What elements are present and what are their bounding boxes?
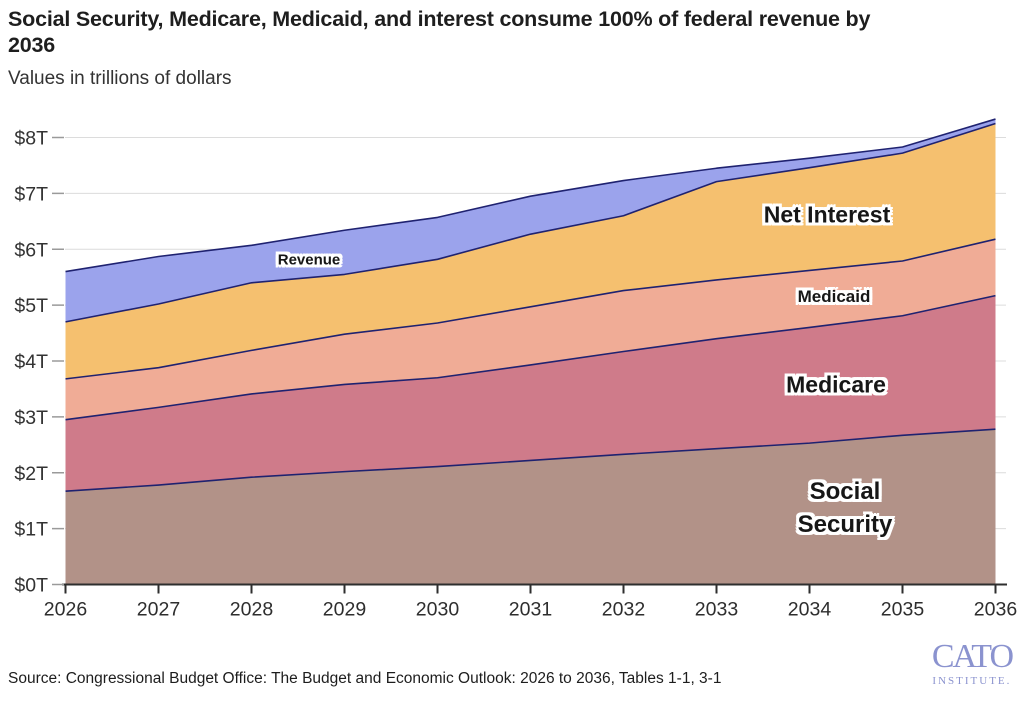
svg-text:$2T: $2T	[14, 463, 48, 485]
area-label-medicaid: Medicaid	[797, 287, 871, 306]
area-label-social-security: Social Security	[797, 478, 893, 538]
svg-text:2035: 2035	[881, 599, 925, 621]
svg-text:2031: 2031	[509, 599, 552, 621]
svg-text:2032: 2032	[602, 599, 645, 621]
svg-text:2030: 2030	[416, 599, 460, 621]
title-line-1: Social Security, Medicare, Medicaid, and…	[8, 7, 871, 31]
svg-text:2033: 2033	[695, 599, 738, 621]
svg-text:$0T: $0T	[14, 575, 48, 597]
svg-text:2034: 2034	[788, 599, 832, 621]
svg-text:$5T: $5T	[14, 295, 48, 317]
cato-institute-logo: CATO INSTITUTE.	[931, 638, 1014, 688]
svg-text:2036: 2036	[974, 599, 1017, 621]
logo-subtext: INSTITUTE.	[932, 675, 1012, 687]
svg-text:2029: 2029	[323, 599, 366, 621]
page-title: Social Security, Medicare, Medicaid, and…	[8, 6, 870, 58]
svg-text:$8T: $8T	[14, 128, 48, 150]
area-label-revenue: Revenue	[277, 251, 341, 269]
source-note: Source: Congressional Budget Office: The…	[8, 670, 722, 687]
chart-subtitle: Values in trillions of dollars	[8, 68, 232, 89]
svg-text:2026: 2026	[44, 599, 87, 621]
logo-wordmark: CATO	[931, 638, 1014, 675]
svg-text:2028: 2028	[230, 599, 273, 621]
title-line-2: 2036	[8, 33, 56, 57]
svg-text:$6T: $6T	[14, 239, 48, 261]
area-label-medicare: Medicare	[786, 371, 886, 398]
svg-text:2027: 2027	[137, 599, 180, 621]
svg-text:$3T: $3T	[14, 407, 48, 429]
svg-text:$1T: $1T	[14, 519, 48, 541]
svg-text:$4T: $4T	[14, 351, 48, 373]
svg-text:$7T: $7T	[14, 183, 48, 205]
area-label-net-interest: Net Interest	[763, 201, 891, 228]
